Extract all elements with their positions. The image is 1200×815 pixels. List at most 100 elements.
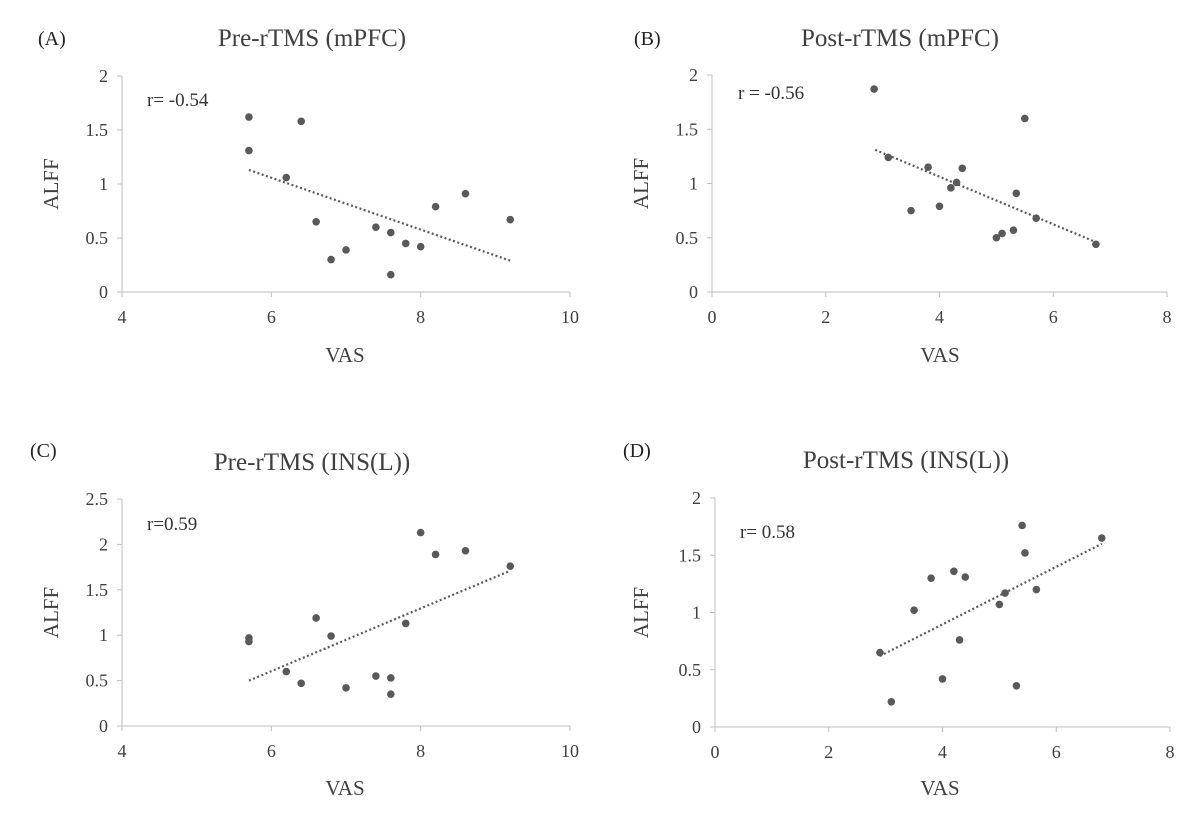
scatter-point — [955, 636, 964, 644]
scatter-point — [887, 698, 896, 706]
panel-label: (A) — [38, 28, 66, 50]
y-tick-label: 1 — [689, 174, 698, 194]
scatter-point — [1021, 549, 1029, 557]
scatter-point — [1032, 214, 1040, 223]
scatter-point — [938, 675, 947, 683]
x-tick-label: 8 — [416, 741, 425, 761]
scatter-point — [416, 528, 425, 537]
x-tick-label: 4 — [118, 741, 127, 761]
scatter-point — [416, 242, 425, 251]
scatter-point — [927, 574, 935, 582]
scatter-point — [282, 667, 291, 676]
scatter-point — [1012, 681, 1021, 690]
x-tick-label: 8 — [1166, 742, 1175, 762]
x-tick-label: 4 — [118, 307, 127, 327]
scatter-point — [992, 233, 1001, 242]
scatter-point — [1009, 226, 1018, 234]
y-tick-label: 2 — [689, 65, 698, 85]
y-tick-label: 2 — [692, 488, 701, 508]
panel-label: (D) — [623, 440, 651, 462]
scatter-point — [297, 117, 306, 126]
chart-title: Post-rTMS (mPFC) — [801, 25, 999, 52]
scatter-panel-c: (C) Pre-rTMS (INS(L)) 0 0.5 1 1.5 2 2.5 4 6 8 10 VAS… — [30, 440, 579, 800]
scatter-point — [998, 229, 1006, 238]
scatter-point — [1012, 189, 1021, 198]
y-tick-label: 1 — [99, 625, 108, 645]
scatter-point — [506, 562, 515, 570]
scatter-point — [327, 255, 335, 264]
scatter-point — [961, 573, 970, 581]
scatter-point — [431, 202, 440, 211]
x-tick-label: 2 — [824, 742, 833, 762]
x-axis-label: VAS — [920, 776, 959, 800]
scatter-point — [1032, 585, 1041, 594]
x-tick-label: 0 — [708, 307, 717, 327]
scatter-point — [372, 223, 380, 231]
x-tick-label: 8 — [1163, 307, 1172, 327]
y-axis-label: ALFF — [629, 587, 653, 638]
x-axis-label: VAS — [920, 343, 959, 367]
scatter-point — [245, 146, 253, 155]
chart-title: Pre-rTMS (INS(L)) — [214, 449, 410, 476]
x-tick-label: 6 — [267, 741, 276, 761]
scatter-point — [387, 270, 395, 279]
scatter-point — [312, 614, 320, 622]
scatter-point — [910, 606, 918, 615]
y-tick-label: 0 — [99, 716, 108, 736]
scatter-point — [372, 672, 380, 680]
scatter-panel-d: (D) Post-rTMS (INS(L)) 0 0.5 1 1.5 2 0 2 4 6 8 VAS AL… — [623, 440, 1175, 800]
scatter-point — [461, 189, 470, 198]
y-tick-label: 0 — [689, 282, 698, 302]
panel-label: (B) — [634, 28, 661, 50]
y-axis-label: ALFF — [39, 158, 63, 209]
trend-line — [879, 542, 1103, 657]
scatter-point — [1018, 521, 1026, 530]
scatter-point — [245, 637, 253, 646]
x-tick-label: 2 — [821, 307, 830, 327]
scatter-point — [1097, 534, 1106, 542]
y-tick-label: 1.5 — [86, 120, 109, 140]
y-tick-label: 0 — [99, 282, 108, 302]
scatter-point — [401, 619, 410, 628]
chart-title: Post-rTMS (INS(L)) — [803, 447, 1009, 474]
x-axis-label: VAS — [325, 343, 364, 367]
scatter-point — [342, 246, 350, 254]
scatter-point — [884, 153, 893, 162]
scatter-panel-a: (A) Pre-rTMS (mPFC) 0 0.5 1 1.5 2 4 6 8 10 VAS ALFF r… — [38, 25, 579, 367]
correlation-label: r= 0.58 — [740, 522, 795, 543]
y-tick-label: 0.5 — [679, 660, 702, 680]
x-tick-label: 4 — [935, 307, 944, 327]
panel-label: (C) — [30, 440, 57, 462]
y-tick-label: 0.5 — [86, 671, 109, 691]
x-tick-label: 6 — [1052, 742, 1061, 762]
x-tick-label: 4 — [938, 742, 947, 762]
y-axis-label: ALFF — [629, 158, 653, 209]
x-tick-label: 6 — [267, 307, 276, 327]
x-tick-label: 8 — [416, 307, 425, 327]
scatter-point — [401, 239, 410, 248]
x-tick-label: 10 — [561, 741, 579, 761]
scatter-point — [995, 600, 1004, 609]
scatter-point — [431, 550, 440, 559]
y-tick-label: 2.5 — [86, 489, 109, 509]
scatter-point — [506, 215, 515, 224]
trend-line — [248, 569, 511, 682]
scatter-point — [947, 184, 955, 192]
correlation-label: r=0.59 — [147, 514, 197, 535]
y-tick-label: 1 — [692, 603, 701, 623]
scatter-point — [387, 674, 395, 682]
y-tick-label: 1.5 — [679, 545, 702, 565]
correlation-label: r = -0.56 — [738, 83, 804, 104]
scatter-point — [282, 173, 291, 182]
scatter-point — [1021, 114, 1029, 123]
scatter-point — [387, 690, 395, 699]
scatter-point — [958, 164, 967, 173]
chart-title: Pre-rTMS (mPFC) — [218, 25, 406, 52]
scatter-point — [1001, 589, 1009, 597]
scatter-point — [924, 163, 932, 172]
scatter-point — [327, 632, 335, 640]
scatter-point — [312, 218, 320, 226]
y-tick-label: 1.5 — [86, 580, 109, 600]
scatter-point — [461, 546, 470, 555]
